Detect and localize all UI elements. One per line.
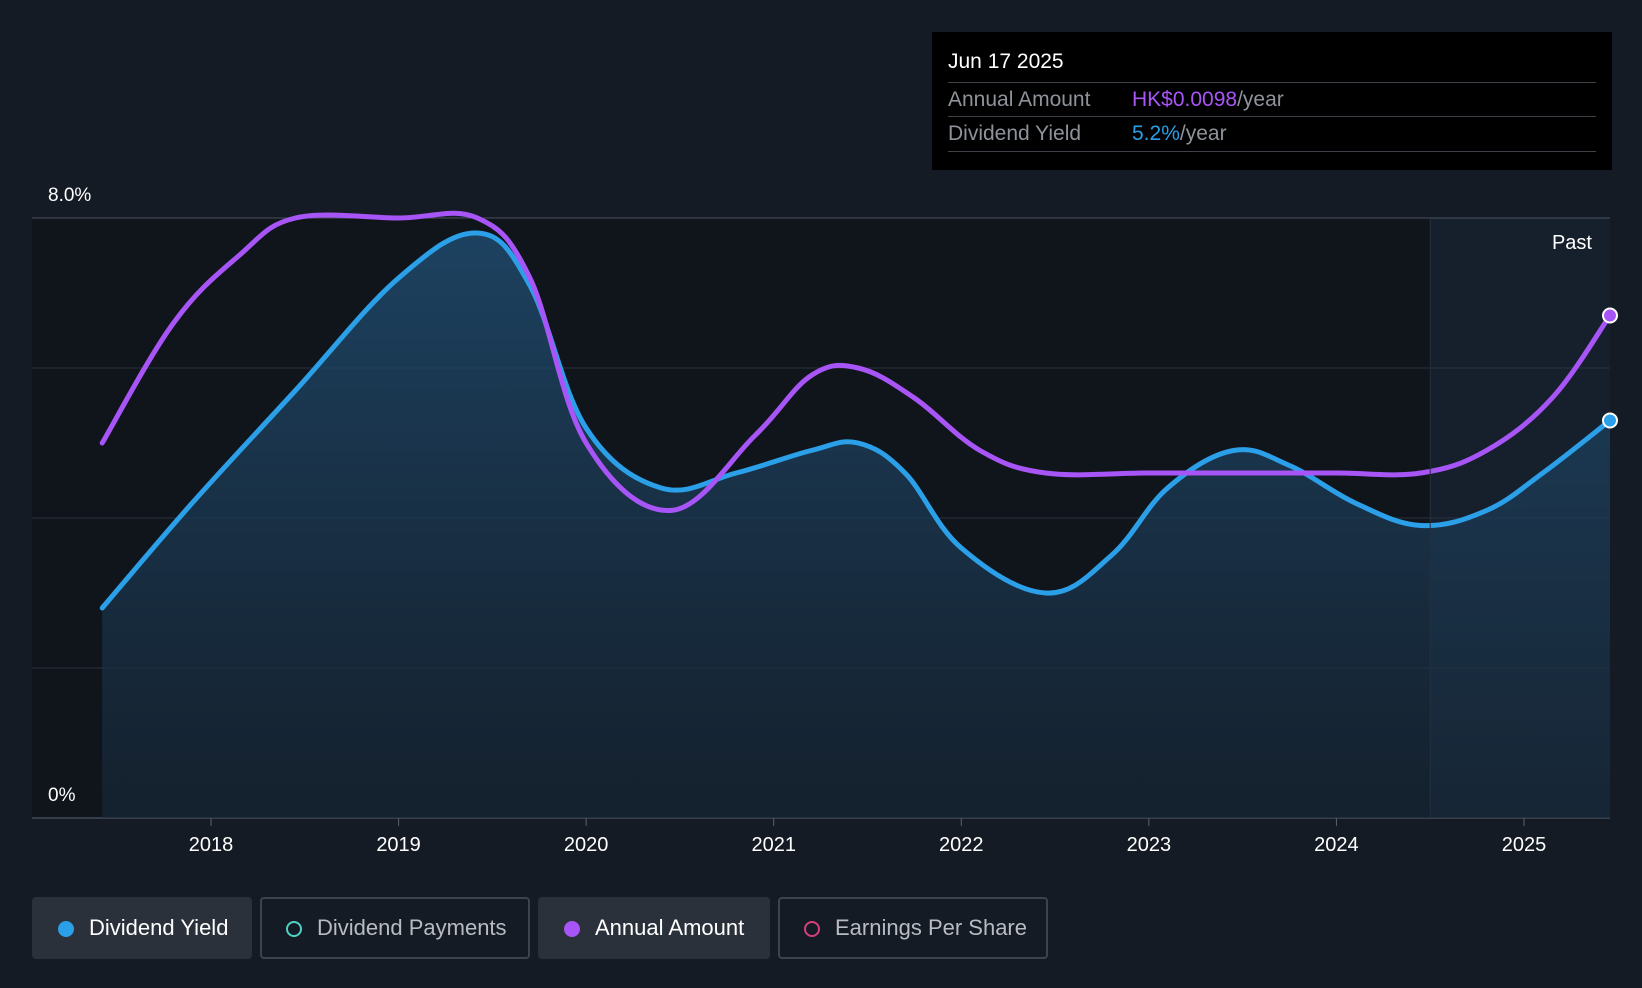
series-line-annual-amount [99,210,1613,514]
legend-label: Annual Amount [595,915,745,940]
legend-earnings-per-share-button[interactable]: Earnings Per Share [778,897,1048,959]
tooltip-unit: /year [1179,122,1227,145]
series-end-marker [1602,412,1618,429]
x-tick-label: 2019 [376,834,421,856]
dividend-yield-area [102,232,1611,818]
series-end-marker [1602,307,1618,324]
legend-label: Dividend Payments [317,915,507,940]
tooltip-panel: Jun 17 2025 Annual Amount HK$0.0098/year… [932,32,1612,170]
legend-dot-icon [286,921,302,937]
x-tick-label: 2022 [939,834,984,856]
tooltip-row-annual-amount: Annual Amount HK$0.0098/year [948,82,1596,117]
x-tick-label: 2023 [1127,834,1172,856]
x-tick-label: 2025 [1502,834,1547,856]
x-tick-label: 2020 [564,834,609,856]
tooltip-row-dividend-yield: Dividend Yield 5.2%/year [948,116,1596,152]
x-tick-label: 2021 [751,834,796,856]
past-label: Past [1552,232,1592,254]
y-tick-label-top: 8.0% [48,185,91,206]
legend-dot-icon [58,921,74,937]
legend-label: Dividend Yield [89,915,229,940]
x-tick-label: 2018 [189,834,234,856]
series-line-dividend-yield [99,230,1613,611]
legend-dot-icon [564,921,580,937]
x-tick-label: 2024 [1314,834,1359,856]
tooltip-value: HK$0.0098 [1132,88,1238,111]
tooltip-value: 5.2% [1132,122,1180,145]
legend-dividend-yield-button[interactable]: Dividend Yield [32,897,252,959]
tooltip-date: Jun 17 2025 [948,50,1064,73]
legend-annual-amount-button[interactable]: Annual Amount [538,897,770,959]
tooltip-unit: /year [1237,88,1284,111]
legend-dot-icon [804,921,820,937]
legend-label: Earnings Per Share [835,915,1027,940]
tooltip-label: Annual Amount [948,88,1091,111]
legend-dividend-payments-button[interactable]: Dividend Payments [260,897,530,959]
tooltip-label: Dividend Yield [948,122,1082,145]
y-tick-label-bottom: 0% [48,785,76,806]
